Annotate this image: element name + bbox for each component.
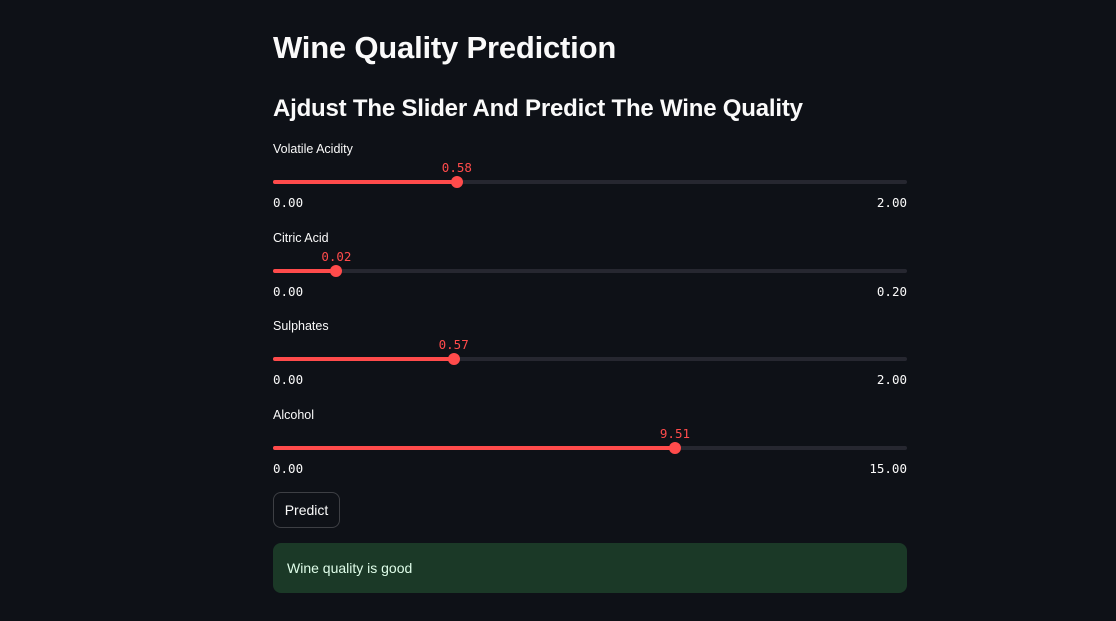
result-success-alert: Wine quality is good [273,543,907,593]
page-title: Wine Quality Prediction [273,30,617,65]
slider-track[interactable] [273,442,907,454]
slider-label: Alcohol [273,408,314,422]
slider-max: 2.00 [876,372,907,387]
slider-value: 0.02 [321,249,352,264]
slider-min: 0.00 [273,195,304,210]
slider-value: 0.57 [438,337,469,352]
slider-max: 0.20 [876,284,907,299]
slider-alcohol: Alcohol 9.51 0.00 15.00 [273,407,907,477]
slider-fill [273,180,457,184]
slider-value: 9.51 [659,426,691,441]
slider-label: Sulphates [273,319,329,333]
predict-button[interactable]: Predict [273,492,340,528]
slider-thumb[interactable] [668,442,681,454]
slider-track[interactable] [273,176,907,188]
slider-fill [273,269,337,273]
slider-label: Citric Acid [273,231,329,245]
slider-thumb[interactable] [450,176,463,188]
slider-citric-acid: Citric Acid 0.02 0.00 0.20 [273,230,907,300]
slider-thumb[interactable] [330,265,343,277]
slider-min: 0.00 [273,372,304,387]
slider-label: Volatile Acidity [273,142,353,156]
slider-fill [273,357,454,361]
slider-thumb[interactable] [447,353,460,365]
result-text: Wine quality is good [287,560,413,576]
slider-track[interactable] [273,353,907,365]
slider-value: 0.58 [441,160,472,175]
slider-track[interactable] [273,265,907,277]
slider-min: 0.00 [273,284,304,299]
page-subtitle: Ajdust The Slider And Predict The Wine Q… [273,95,803,122]
slider-max: 15.00 [869,461,907,476]
slider-min: 0.00 [273,461,304,476]
slider-fill [273,446,675,450]
slider-max: 2.00 [876,195,907,210]
slider-sulphates: Sulphates 0.57 0.00 2.00 [273,318,907,388]
slider-volatile-acidity: Volatile Acidity 0.58 0.00 2.00 [273,141,907,211]
